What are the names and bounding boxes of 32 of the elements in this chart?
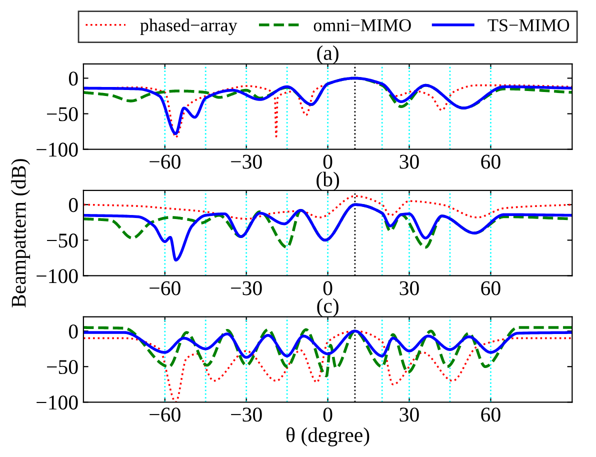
y-tick-label: −100 <box>36 396 78 410</box>
y-axis-title: Beampattern (dB) <box>11 159 30 308</box>
x-tick-label: 30 <box>400 408 419 422</box>
y-tick-label: 0 <box>68 324 78 339</box>
x-tick-label: 0 <box>323 281 332 296</box>
legend-label: TS−MIMO <box>488 19 570 32</box>
x-tick-label: −60 <box>150 281 180 296</box>
legend-label: phased−array <box>140 18 238 36</box>
x-axis-title: θ (degree) <box>286 427 370 446</box>
y-tick-label: 0 <box>68 72 78 86</box>
y-tick-label: −50 <box>47 107 78 122</box>
x-tick-label: 60 <box>481 154 500 169</box>
x-tick-label: −60 <box>150 154 180 169</box>
chart-title: (b) <box>316 172 340 191</box>
chart-title: (c) <box>317 298 338 318</box>
y-tick-label: −100 <box>36 142 78 157</box>
x-tick-label: 30 <box>400 281 419 296</box>
x-tick-label: 0 <box>323 408 332 422</box>
x-tick-label: −30 <box>231 281 262 296</box>
x-tick-label: −60 <box>150 408 180 422</box>
x-tick-label: 30 <box>400 154 419 169</box>
y-tick-label: −50 <box>47 234 78 248</box>
y-tick-label: 0 <box>68 198 78 212</box>
x-tick-label: 60 <box>481 281 500 296</box>
x-tick-label: 60 <box>481 408 500 422</box>
x-tick-label: −30 <box>231 408 262 422</box>
legend-label: omni−MIMO <box>314 19 411 32</box>
y-tick-label: −100 <box>36 269 78 284</box>
y-tick-label: −50 <box>47 360 78 374</box>
x-tick-label: −30 <box>231 154 262 169</box>
chart-title: (a) <box>317 45 338 64</box>
x-tick-label: 0 <box>323 154 332 169</box>
